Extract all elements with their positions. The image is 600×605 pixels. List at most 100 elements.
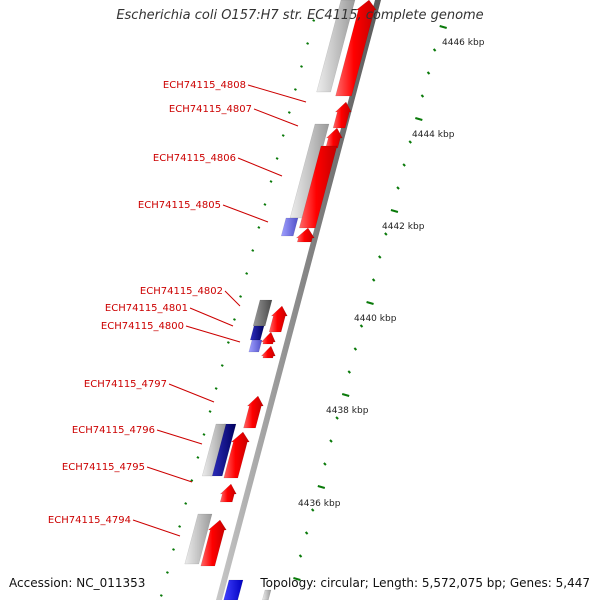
gene-block [184,513,213,565]
leader-line [253,108,299,127]
genome-summary-text: Topology: circular; Length: 5,572,075 bp… [260,576,590,590]
inner-tick [220,364,224,367]
scale-tick [323,462,327,466]
major-scale-tick [366,301,374,305]
scale-tick [304,531,309,535]
gene-label: ECH74115_4808 [163,80,246,91]
gene-block [332,101,352,129]
leader-line [168,383,215,403]
scale-tick [408,140,412,144]
scale-tick [402,163,406,167]
inner-tick [239,295,243,298]
scale-label: 4438 kbp [326,406,369,416]
gene-block [260,345,276,359]
inner-tick [300,65,303,68]
major-scale-tick [341,393,350,397]
accession-text: Accession: NC_011353 [9,576,146,590]
scale-label: 4440 kbp [354,314,397,324]
inner-tick [306,42,310,45]
gene-block [248,339,263,353]
inner-tick [312,19,316,22]
leader-line [146,466,193,483]
gene-block [295,227,315,243]
scale-tick [432,48,437,52]
gene-block [200,519,227,567]
dna-backbone [216,0,381,600]
gene-label: ECH74115_4801 [105,303,188,314]
gene-label: ECH74115_4805 [138,200,221,211]
inner-tick [281,134,285,137]
inner-tick [190,479,194,482]
gene-block [298,145,338,229]
inner-tick [269,180,273,183]
inner-tick [184,502,188,505]
leader-line [189,307,234,327]
leader-line [224,290,241,307]
inner-tick [287,111,291,114]
gene-block [243,395,264,429]
gene-block [252,299,273,327]
gene-block [268,305,288,333]
gene-block [223,579,244,601]
gene-block [260,331,276,345]
inner-tick [214,387,218,390]
gene-block [316,0,356,93]
scale-tick [371,278,376,282]
inner-tick [275,157,279,160]
backbone-line [216,0,381,600]
gene-label: ECH74115_4794 [48,515,131,526]
major-scale-tick [390,209,399,213]
scale-tick [426,71,431,75]
gene-label: ECH74115_4802 [140,286,223,297]
scale-tick [384,232,388,236]
scale-tick [298,554,303,558]
scale-tick [310,508,315,512]
leader-line [222,204,269,223]
gene-block [280,217,299,237]
gene-block [262,589,272,601]
label-leader-lines [132,84,307,537]
gene-features [184,0,377,601]
inner-tick [178,525,182,528]
inner-tick [172,548,175,551]
major-scale-tick [415,117,423,121]
inner-tick [196,456,200,459]
leader-line [132,519,181,537]
major-scale-tick [317,485,326,489]
inner-tick [208,410,212,413]
leader-line [156,429,203,445]
scale-label: 4446 kbp [442,38,485,48]
inner-tick [226,341,230,344]
scale-ticks [159,19,447,604]
inner-tick [245,272,249,275]
major-scale-tick [293,577,301,581]
scale-label: 4442 kbp [382,222,425,232]
inner-tick [257,226,261,229]
inner-tick [159,594,163,597]
scale-tick [335,416,339,420]
scale-label: 4436 kbp [298,499,341,509]
gene-block [219,483,237,503]
scale-tick [396,186,400,190]
scale-tick [378,255,382,259]
gene-label: ECH74115_4797 [84,379,167,390]
scale-labels: 4446 kbp 4444 kbp 4442 kbp 4440 kbp 4438 kbp… [298,38,485,509]
gene-block [335,0,377,97]
inner-tick [263,203,267,206]
leader-line [237,157,283,177]
inner-tick [251,249,255,252]
scale-tick [359,324,364,328]
gene-labels: ECH74115_4808 ECH74115_4807 ECH74115_4806 E… [48,80,252,526]
gene-label: ECH74115_4795 [62,462,145,473]
leader-line [185,325,241,343]
map-title: Escherichia coli O157:H7 str. EC4115, co… [116,8,484,23]
scale-tick [329,439,333,443]
inner-tick [233,318,236,321]
inner-tick [293,88,297,91]
gene-block [249,325,265,341]
gene-block [223,431,250,479]
major-scale-tick [439,25,447,29]
scale-tick [420,94,425,98]
inner-tick [202,433,206,436]
